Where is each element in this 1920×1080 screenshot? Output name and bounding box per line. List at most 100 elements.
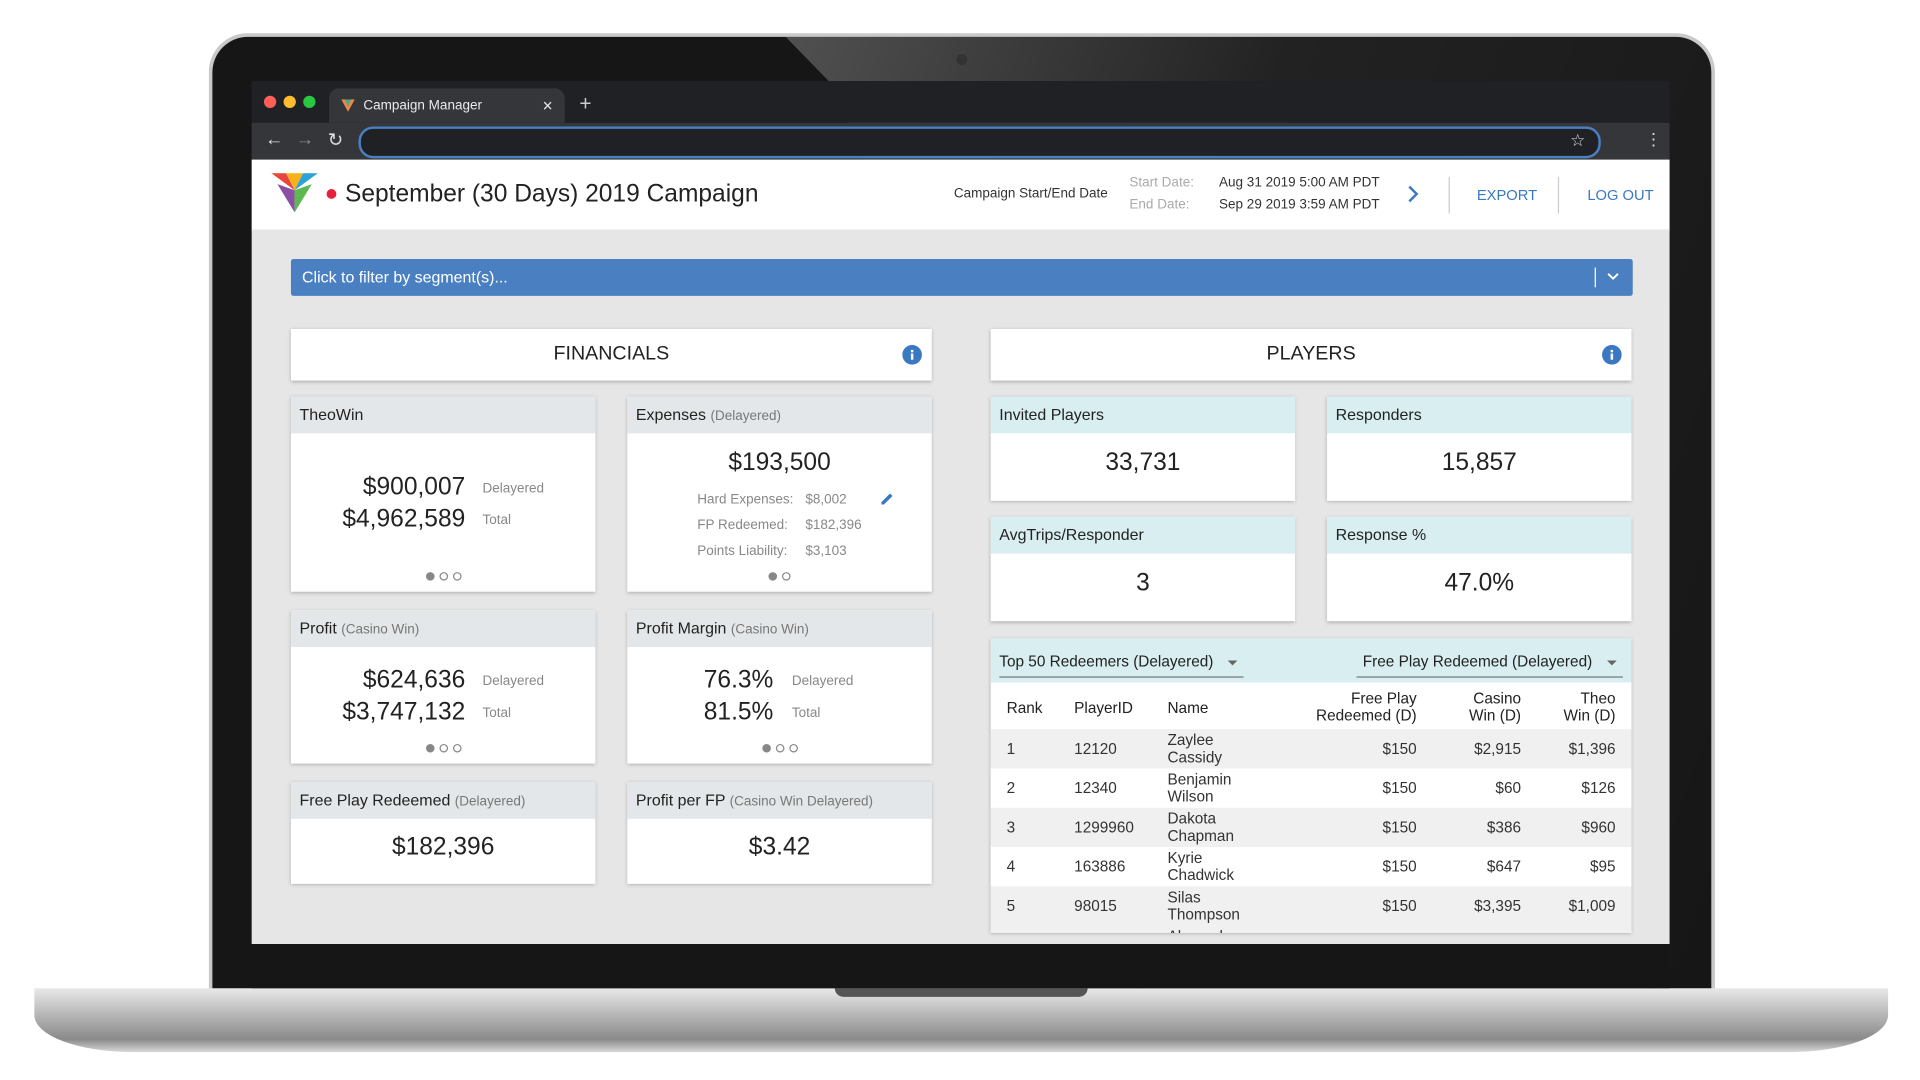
table-row: 4 163886 Kyrie Chadwick $150 $647 $95	[990, 847, 1632, 887]
screen-bezel	[251, 944, 1670, 989]
pager-dot[interactable]	[761, 743, 771, 753]
column-header: Rank	[1006, 699, 1043, 717]
card: Profit Margin (Casino Win) 76.3% Delayer…	[627, 610, 932, 764]
pager-dot[interactable]	[438, 743, 448, 753]
card-subtitle: (Casino Win)	[341, 622, 420, 638]
table-cell: 1299960	[1074, 818, 1134, 837]
max-dot[interactable]	[303, 95, 316, 109]
tab-close[interactable]: ×	[542, 95, 553, 116]
table-cell: 1	[1006, 740, 1016, 758]
table-cell: 2	[1006, 779, 1016, 797]
card-title: Responders	[1335, 405, 1422, 424]
expense-value: $182,396	[805, 518, 862, 533]
export-button[interactable]: EXPORT	[1476, 186, 1538, 204]
dates-label: Campaign Start/End Date	[953, 186, 1108, 202]
card: Free Play Redeemed (Delayered) $182,396	[290, 781, 596, 884]
element	[1408, 185, 1419, 203]
column-header: Name	[1167, 699, 1209, 717]
card-header: Response %	[1327, 516, 1632, 554]
element: 1 12120 Zaylee Cassidy $150 $2,915 $1,396 2 123…	[990, 729, 1632, 933]
browser-tab[interactable]: Campaign Manager ×	[329, 88, 565, 123]
card: Invited Players 33,731	[990, 396, 1296, 501]
card-value: 76.3%	[703, 666, 774, 694]
dropdown[interactable]: Top 50 Redeemers (Delayered)	[999, 653, 1214, 671]
campaign-title: September (30 Days) 2019 Campaign	[344, 180, 759, 208]
close-dot[interactable]	[263, 95, 277, 109]
element	[910, 353, 914, 360]
card-title: TheoWin	[299, 405, 364, 424]
pager	[291, 743, 595, 753]
table-cell: 12120	[1074, 740, 1117, 758]
caret	[1227, 660, 1238, 666]
column-header: PlayerID	[1074, 699, 1134, 717]
table-row: 3 1299960 Dakota Chapman $150 $386 $960	[990, 807, 1632, 848]
card-label: Total	[482, 513, 511, 528]
address-field[interactable]	[358, 126, 1601, 159]
back[interactable]: ←	[265, 128, 284, 150]
table-cell: $150	[1382, 897, 1417, 915]
pager-dot[interactable]	[438, 572, 448, 581]
table-cell: $150	[1382, 818, 1417, 837]
table-cell: $95	[1589, 858, 1616, 876]
pager-dot[interactable]	[781, 572, 791, 581]
pager	[627, 572, 931, 581]
pager-dot[interactable]	[788, 743, 798, 753]
element	[881, 493, 893, 505]
column-header: Free Play Redeemed (D)	[1316, 689, 1417, 725]
column-header: Theo Win (D)	[1563, 689, 1616, 725]
card-header: Invited Players	[990, 396, 1296, 434]
card-value: 47.0%	[1444, 569, 1515, 597]
card-header: AvgTrips/Responder	[990, 516, 1296, 554]
redeemers-table: Top 50 Redeemers (Delayered) Free Play R…	[990, 638, 1632, 933]
table-cell: Zaylee Cassidy	[1167, 731, 1223, 767]
card-subtitle: (Delayered)	[710, 408, 781, 424]
logout-button[interactable]: LOG OUT	[1587, 186, 1654, 204]
card-value: 3	[1136, 569, 1150, 597]
element	[1607, 273, 1619, 281]
pager-dot[interactable]	[425, 572, 434, 581]
pager-dot[interactable]	[768, 572, 778, 581]
chevron[interactable]	[1407, 185, 1419, 203]
divider	[1557, 176, 1560, 214]
card: AvgTrips/Responder 3	[990, 516, 1296, 622]
card-value: $193,500	[728, 449, 831, 477]
section-header: FINANCIALS	[290, 329, 932, 381]
table-cell: $150	[1382, 858, 1417, 876]
element	[1610, 353, 1614, 360]
element	[910, 349, 914, 353]
pager-dot[interactable]	[452, 743, 461, 753]
table-cell: 98015	[1074, 897, 1117, 915]
end-label: End Date:	[1129, 197, 1190, 213]
forward[interactable]: →	[295, 128, 315, 150]
table-row: 2 12340 Benjamin Wilson $150 $60 $126	[990, 768, 1632, 808]
table-cell: $960	[1581, 818, 1616, 837]
card-header: Profit Margin (Casino Win)	[627, 610, 932, 647]
section-header: PLAYERS	[990, 329, 1632, 381]
min-dot[interactable]	[283, 95, 296, 109]
table-cell: $1,396	[1568, 740, 1616, 758]
dropdown[interactable]: Free Play Redeemed (Delayered)	[1362, 653, 1593, 671]
table-row: 1 12120 Zaylee Cassidy $150 $2,915 $1,396	[990, 729, 1632, 769]
pager-dot[interactable]	[452, 572, 461, 581]
pager-dot[interactable]	[425, 743, 434, 753]
element	[277, 184, 295, 213]
card-header: Profit (Casino Win)	[290, 610, 596, 647]
edit-icon[interactable]	[880, 492, 894, 506]
segment-filter[interactable]: Click to filter by segment(s)...	[290, 259, 1633, 296]
info-icon[interactable]	[902, 344, 922, 365]
pager-dot[interactable]	[775, 743, 784, 753]
menu[interactable]: ⋮	[1645, 128, 1663, 149]
info-icon[interactable]	[1602, 344, 1622, 365]
reload[interactable]: ↻	[327, 130, 344, 151]
logo	[271, 173, 318, 213]
card-subtitle: (Casino Win)	[730, 622, 809, 638]
star[interactable]: ☆	[1570, 130, 1586, 150]
table-cell: 5	[1006, 897, 1016, 915]
card-title: Free Play Redeemed	[299, 790, 451, 810]
card-header: Free Play Redeemed (Delayered)	[290, 781, 596, 819]
table-cell: 163886	[1074, 858, 1126, 876]
new-tab[interactable]: +	[579, 92, 592, 116]
end-value: Sep 29 2019 3:59 AM PDT	[1219, 197, 1380, 213]
